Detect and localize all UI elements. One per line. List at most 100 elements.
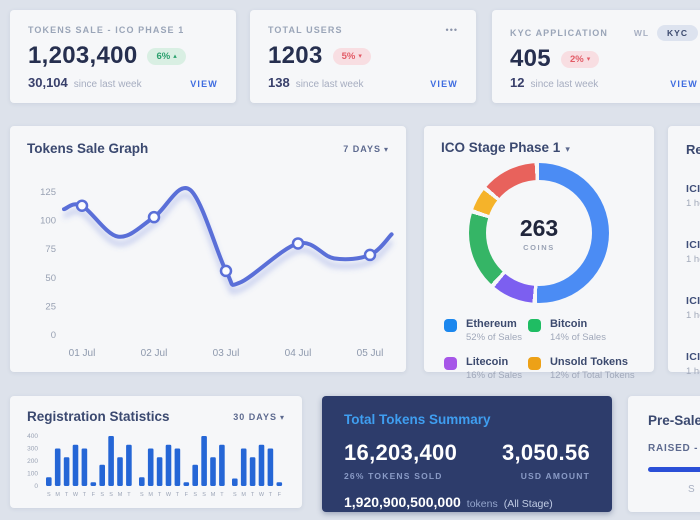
registration-statistics-card: Registration Statistics 30 DAYS ▾ 400 300 2… [10, 396, 302, 508]
svg-text:T: T [158, 492, 162, 498]
badge-text: 6% [156, 50, 171, 62]
svg-text:125: 125 [40, 187, 56, 198]
card-title: KYC APPLICATION [510, 28, 609, 38]
presale-text-fragment: S [688, 484, 695, 495]
list-item[interactable]: ICIV 1 ho [686, 183, 700, 209]
legend-swatch [444, 357, 457, 370]
svg-text:W: W [259, 492, 265, 498]
panel-title: Pre-Sale T [648, 413, 700, 428]
range-selector[interactable]: 7 DAYS ▾ [343, 144, 389, 154]
range-label: 30 DAYS [233, 411, 277, 422]
svg-text:T: T [65, 492, 69, 498]
range-selector[interactable]: 30 DAYS ▾ [233, 412, 285, 422]
delta-value: 30,104 [28, 75, 68, 90]
svg-text:T: T [176, 492, 180, 498]
legend-item-ethereum: Ethereum 52% of Sales [444, 318, 522, 343]
svg-text:S: S [140, 492, 144, 498]
total-tokens-value: 1,920,900,500,000 [344, 494, 461, 510]
tokens-sold-value: 16,203,400 [344, 440, 458, 465]
view-link[interactable]: VIEW [670, 79, 698, 89]
svg-text:100: 100 [40, 216, 56, 227]
kyc-application-stat-card: KYC APPLICATION WL KYC 405 2% ▾ 12 since … [492, 10, 700, 103]
svg-text:F: F [185, 492, 189, 498]
svg-text:W: W [73, 492, 79, 498]
panel-title: Total Tokens Summary [344, 412, 491, 427]
stat-value: 1,203,400 [28, 42, 138, 69]
svg-text:03 Jul: 03 Jul [213, 348, 240, 359]
raised-label: RAISED - 2,7 [648, 443, 700, 454]
panel-title: Registration Statistics [27, 409, 170, 424]
legend-detail: 16% of Sales [466, 370, 522, 381]
usd-amount-caption: USD AMOUNT [520, 471, 590, 481]
trend-down-icon: ▾ [586, 56, 591, 63]
legend-swatch [444, 319, 457, 332]
tokens-sale-stat-card: TOKENS SALE - ICO PHASE 1 1,203,400 6% ▴ … [10, 10, 236, 103]
chevron-down-icon[interactable]: ▾ [565, 144, 570, 154]
svg-text:T: T [251, 492, 255, 498]
svg-text:M: M [241, 492, 246, 498]
recent-panel: Re ICIV 1 ho ICIV 1 ho ICIV 1 ho ICIV 1 … [668, 126, 700, 377]
total-tokens-unit: tokens [466, 498, 498, 510]
list-item[interactable]: ICIV 1 ho [686, 351, 700, 377]
svg-text:75: 75 [45, 244, 56, 255]
delta-caption: since last week [295, 79, 364, 90]
svg-text:T: T [127, 492, 131, 498]
total-tokens-note: (All Stage) [503, 498, 553, 510]
list-item[interactable]: ICIV 1 ho [686, 295, 700, 321]
legend-detail: 14% of Sales [549, 332, 606, 343]
svg-text:0: 0 [34, 483, 38, 490]
toggle-option-wl[interactable]: WL [633, 28, 650, 38]
card-title: TOTAL USERS [268, 25, 343, 35]
item-name: ICIV [686, 295, 700, 307]
trend-down-icon: ▾ [358, 53, 362, 60]
delta-value: 138 [268, 75, 290, 90]
range-label: 7 DAYS [343, 143, 381, 154]
panel-title: ICO Stage Phase 1 ▾ [441, 140, 570, 155]
card-title: TOKENS SALE - ICO PHASE 1 [28, 25, 185, 35]
toggle-option-kyc[interactable]: KYC [657, 25, 698, 41]
svg-text:S: S [109, 492, 113, 498]
item-name: ICIV [686, 351, 700, 363]
legend-item-bitcoin: Bitcoin 14% of Sales [527, 318, 635, 343]
wl-kyc-toggle: WL KYC [634, 25, 698, 41]
svg-text:M: M [118, 492, 123, 498]
svg-text:200: 200 [27, 458, 38, 465]
legend-item-unsold-tokens: Unsold Tokens 12% of Total Tokens [527, 356, 635, 381]
item-time: 1 ho [686, 198, 700, 209]
svg-text:S: S [233, 492, 237, 498]
svg-text:T: T [220, 492, 224, 498]
delta-caption: since last week [530, 79, 599, 90]
chevron-down-icon: ▾ [383, 144, 389, 154]
item-time: 1 ho [686, 310, 700, 321]
donut-center-caption: COINS [523, 242, 555, 252]
svg-text:05 Jul: 05 Jul [357, 348, 384, 359]
view-link[interactable]: VIEW [430, 79, 458, 89]
more-menu-icon[interactable]: ••• [445, 25, 458, 35]
svg-text:S: S [47, 492, 51, 498]
usd-amount-value: 3,050.56 [501, 440, 590, 465]
svg-text:100: 100 [27, 471, 38, 478]
tokens-sold-block: 16,203,400 26% TOKENS SOLD [344, 440, 457, 481]
svg-text:M: M [148, 492, 153, 498]
svg-text:S: S [193, 492, 197, 498]
svg-text:F: F [278, 492, 282, 498]
item-time: 1 ho [686, 254, 700, 265]
view-link[interactable]: VIEW [190, 79, 218, 89]
trend-badge: 2% ▾ [560, 50, 600, 68]
stat-value: 405 [510, 45, 551, 72]
chevron-down-icon: ▾ [279, 412, 285, 422]
svg-text:W: W [166, 492, 172, 498]
legend-detail: 52% of Sales [466, 332, 522, 343]
badge-text: 2% [569, 53, 584, 65]
total-users-stat-card: TOTAL USERS ••• 1203 5% ▾ 138 since last … [250, 10, 476, 103]
svg-text:0: 0 [51, 330, 56, 341]
trend-badge: 5% ▾ [332, 47, 371, 65]
svg-text:S: S [100, 492, 104, 498]
svg-text:T: T [269, 492, 273, 498]
usd-amount-block: 3,050.56 USD AMOUNT [502, 440, 590, 481]
legend-swatch [527, 319, 541, 332]
list-item[interactable]: ICIV 1 ho [686, 239, 700, 265]
donut-center-value: 263 [519, 214, 559, 241]
